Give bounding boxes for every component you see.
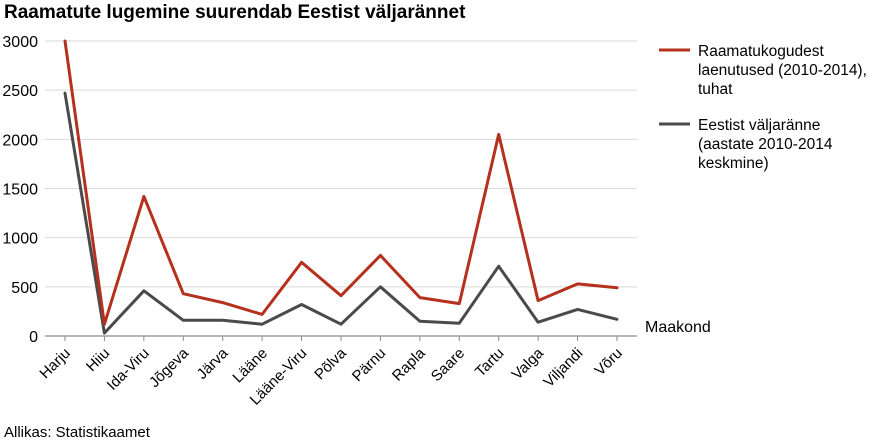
legend-label-line: keskmine) bbox=[698, 155, 769, 172]
legend-label-1: Raamatukogudest laenutused (2010-2014), tu… bbox=[698, 43, 867, 98]
x-tick-label: Võru bbox=[591, 345, 625, 379]
x-axis-tick-marks bbox=[64, 336, 618, 341]
y-tick-label: 1500 bbox=[2, 182, 38, 199]
x-tick-label: Järva bbox=[194, 344, 232, 382]
x-tick-label: Ida-Viru bbox=[104, 345, 153, 394]
y-tick-label: 1000 bbox=[2, 231, 38, 248]
legend-label-line: Raamatukogudest bbox=[698, 43, 824, 60]
y-axis-ticks: 0 500 1000 1500 2000 2500 3000 bbox=[2, 34, 38, 346]
legend-label-2: Eestist väljaränne (aastate 2010-2014 kesk… bbox=[698, 117, 833, 172]
series-line-1 bbox=[63, 39, 619, 326]
legend-label-line: laenutused (2010-2014), bbox=[698, 62, 867, 79]
x-tick-label: Viljandi bbox=[540, 345, 586, 391]
x-tick-label: Põlva bbox=[311, 344, 350, 383]
x-axis-label: Maakond bbox=[645, 319, 711, 336]
y-tick-label: 0 bbox=[29, 329, 38, 346]
x-tick-label: Harju bbox=[36, 345, 73, 382]
x-tick-label: Hiiu bbox=[83, 345, 113, 375]
y-tick-label: 2500 bbox=[2, 83, 38, 100]
x-tick-label: Pärnu bbox=[349, 345, 389, 385]
legend: Raamatukogudest laenutused (2010-2014), tu… bbox=[659, 43, 867, 172]
x-tick-label: Jõgeva bbox=[146, 344, 193, 391]
legend-label-line: (aastate 2010-2014 bbox=[698, 136, 833, 153]
y-tick-label: 2000 bbox=[2, 132, 38, 149]
series-lines bbox=[63, 39, 619, 335]
x-tick-label: Rapla bbox=[389, 344, 429, 384]
legend-label-line: tuhat bbox=[698, 81, 733, 98]
x-tick-label: Saare bbox=[428, 345, 468, 385]
gridlines bbox=[45, 40, 637, 337]
x-tick-label: Tartu bbox=[472, 345, 508, 381]
legend-label-line: Eestist väljaränne bbox=[698, 117, 820, 134]
y-tick-label: 3000 bbox=[2, 34, 38, 51]
y-tick-label: 500 bbox=[11, 280, 38, 297]
source-note: Allikas: Statistikaamet bbox=[4, 424, 150, 441]
series-line-2 bbox=[63, 91, 619, 335]
chart-title: Raamatute lugemine suurendab Eestist väl… bbox=[4, 2, 466, 23]
